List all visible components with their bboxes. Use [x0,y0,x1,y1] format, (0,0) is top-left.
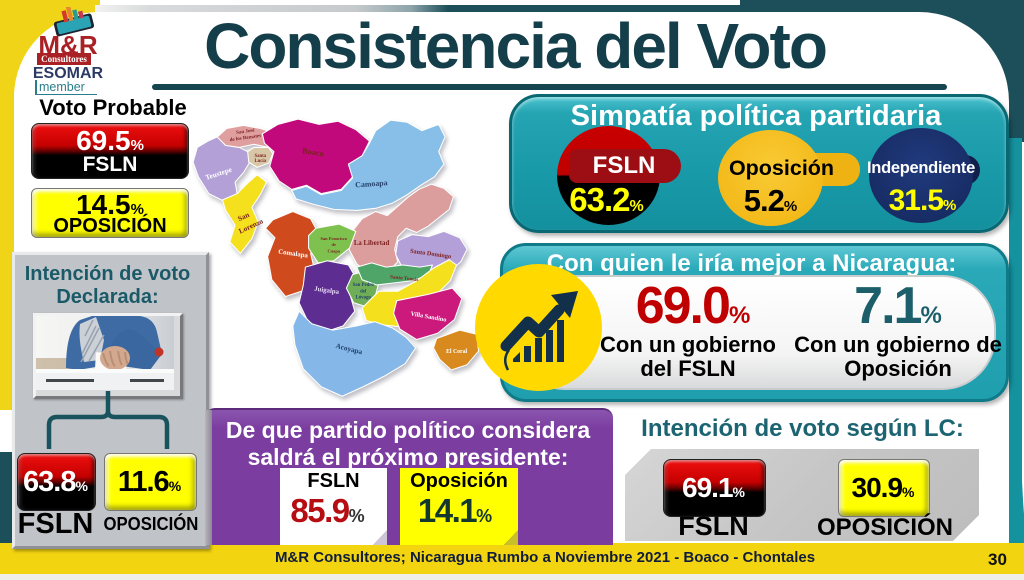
svg-text:de los Remates: de los Remates [229,134,261,143]
svg-text:La Libertad: La Libertad [354,240,390,247]
svg-text:San Francisco: San Francisco [321,236,348,241]
svg-text:Santa: Santa [255,154,267,159]
svg-text:Cuapa: Cuapa [328,248,341,253]
svg-text:San José: San José [236,128,256,136]
svg-text:Lóvago: Lóvago [356,296,372,301]
svg-text:Camoapa: Camoapa [355,178,388,189]
svg-text:de: de [332,242,336,247]
svg-text:del: del [360,289,367,294]
svg-text:Comalapa: Comalapa [278,249,309,260]
svg-text:Juigalpa: Juigalpa [314,286,340,296]
svg-text:San Pedro: San Pedro [353,283,375,288]
svg-text:Lucía: Lucía [255,159,267,164]
svg-text:Boaco: Boaco [302,146,325,158]
svg-text:El Coral: El Coral [446,349,467,355]
svg-text:Santo Tomás: Santo Tomás [390,274,419,283]
